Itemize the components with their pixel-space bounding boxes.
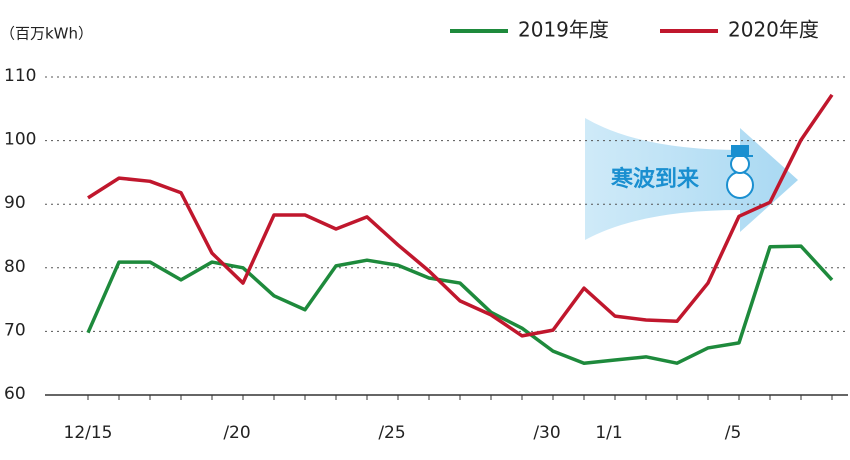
annotation: 寒波到来 <box>611 166 700 192</box>
x-tick-label: /5 <box>725 423 742 443</box>
y-tick-label: 80 <box>4 257 26 277</box>
snowman-icon <box>726 145 754 199</box>
x-tick-label: /20 <box>223 423 250 443</box>
x-tick-label: /25 <box>378 423 405 443</box>
y-tick-label: 110 <box>4 66 36 86</box>
y-tick-label: 90 <box>4 193 26 213</box>
legend-label: 2019年度 <box>518 18 609 42</box>
series-line <box>87 93 834 338</box>
x-tick-label: 1/1 <box>595 423 622 443</box>
x-tick-label: /30 <box>533 423 560 443</box>
y-tick-label: 70 <box>4 320 26 340</box>
y-axis-unit: （百万kWh） <box>0 25 93 43</box>
y-tick-label: 60 <box>4 384 26 404</box>
y-tick-label: 100 <box>4 130 36 150</box>
series-line <box>86 244 834 365</box>
legend-label: 2020年度 <box>728 18 819 42</box>
x-tick-label: 12/15 <box>64 423 113 443</box>
